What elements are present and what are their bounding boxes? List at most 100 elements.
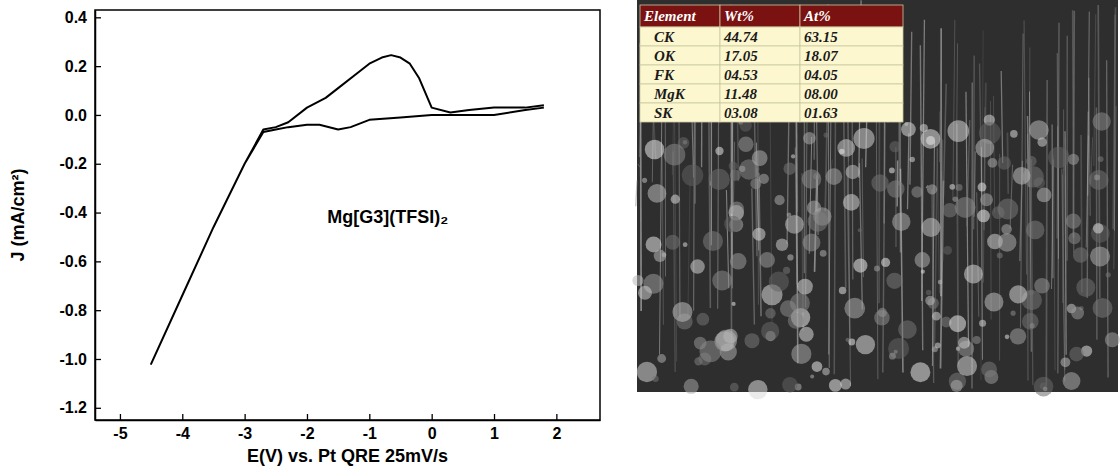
sem-particle [738, 137, 753, 152]
x-tick-mark [494, 414, 495, 420]
sem-particle [981, 362, 997, 378]
sem-particle [729, 162, 738, 171]
sem-streak [942, 139, 943, 261]
sem-particle [683, 242, 688, 247]
sem-particle [943, 203, 958, 218]
sem-particle [703, 231, 723, 251]
cell-text: SK [654, 105, 673, 121]
annotation: Mg[G3](TFSI)₂ [327, 207, 448, 227]
sem-particle [892, 213, 910, 231]
sem-particle [920, 124, 928, 132]
sem-particle [697, 313, 710, 326]
sem-particle [709, 169, 730, 190]
sem-particle [980, 193, 993, 206]
sem-particle [1034, 278, 1050, 294]
sem-particle [1037, 188, 1052, 203]
plot-area [151, 55, 544, 364]
sem-particle [780, 300, 797, 317]
cell-text: 04.53 [724, 67, 758, 83]
x-tick-mark [244, 414, 245, 420]
sem-particle [921, 270, 925, 274]
table-cell [800, 103, 903, 122]
sem-particle [1026, 221, 1045, 240]
table-cell [800, 84, 903, 103]
y-tick-label: -0.8 [59, 302, 87, 319]
sem-particle [955, 197, 976, 218]
y-tick: -0.8 [59, 302, 101, 319]
sem-particle [998, 156, 1012, 170]
sem-particle [1093, 112, 1111, 130]
cell-text: 44.74 [723, 29, 758, 45]
sem-particle [947, 120, 969, 142]
sem-particle [1043, 387, 1048, 392]
sem-particle [1009, 285, 1027, 303]
sem-particle [1001, 224, 1011, 234]
sem-particle [1028, 289, 1034, 295]
y-tick-mark [95, 310, 101, 311]
y-tick-label: 0.4 [65, 9, 87, 26]
sem-particle [802, 169, 822, 189]
x-tick-label: 1 [490, 425, 499, 442]
y-tick-label: -0.6 [59, 253, 87, 270]
sem-streak [759, 173, 761, 317]
sem-particle [753, 228, 766, 241]
sem-particle [632, 275, 643, 286]
sem-particle [787, 254, 793, 260]
x-tick: -1 [363, 414, 377, 442]
sem-particle [799, 327, 814, 342]
sem-particle [926, 136, 935, 145]
sem-particle [715, 147, 723, 155]
sem-particle [858, 228, 862, 232]
sem-streak [932, 141, 934, 365]
sem-streak [1113, 7, 1115, 229]
sem-particle [889, 167, 895, 173]
table-cell [720, 103, 800, 122]
sem-streak [971, 83, 972, 389]
sem-particle [730, 383, 739, 392]
figure: -5-4-3-2-10120.40.20.0-0.2-0.4-0.6-0.8-1… [0, 0, 1120, 473]
sem-particle [765, 308, 775, 318]
header-text: At% [803, 8, 831, 24]
y-tick-label: -1.0 [59, 351, 87, 368]
sem-particle [665, 235, 680, 250]
sem-particle [682, 165, 704, 187]
y-tick-mark [95, 261, 101, 262]
sem-particle [1066, 214, 1081, 229]
sem-particle [759, 252, 775, 268]
sem-particle [1010, 130, 1018, 138]
sem-streak [1089, 78, 1090, 216]
sem-particle [910, 157, 915, 162]
cell-text: OK [654, 48, 676, 64]
sem-particle [973, 336, 981, 344]
sem-particle [871, 174, 888, 191]
sem-particle [1068, 154, 1079, 165]
sem-particle [949, 315, 966, 332]
sem-particle [997, 199, 1018, 220]
sem-particle [724, 216, 741, 233]
header-text: Wt% [724, 8, 754, 24]
sem-particle [810, 374, 814, 378]
sem-particle [791, 154, 795, 158]
y-tick-label: -1.2 [59, 399, 87, 416]
cell-text: 01.63 [804, 105, 838, 121]
sem-particle [988, 158, 998, 168]
cell-text: 11.48 [724, 86, 757, 102]
cell-text: 04.05 [804, 67, 838, 83]
sem-particle [1093, 298, 1113, 318]
y-tick-mark [95, 115, 101, 116]
sem-particle [1063, 372, 1081, 390]
table-cell [640, 65, 720, 84]
sem-particle [910, 362, 930, 382]
sem-streak [993, 96, 994, 213]
y-tick-label: -0.4 [59, 204, 87, 221]
sem-particle [1071, 307, 1084, 320]
sem-particle [878, 308, 887, 317]
sem-streak [981, 30, 983, 380]
cell-text: FK [653, 67, 675, 83]
sem-particle [657, 354, 666, 363]
sem-particle [888, 338, 909, 359]
sem-particle [1048, 147, 1069, 168]
sem-streak [1052, 159, 1054, 289]
sem-particle [783, 267, 790, 274]
sem-particle [958, 337, 970, 349]
